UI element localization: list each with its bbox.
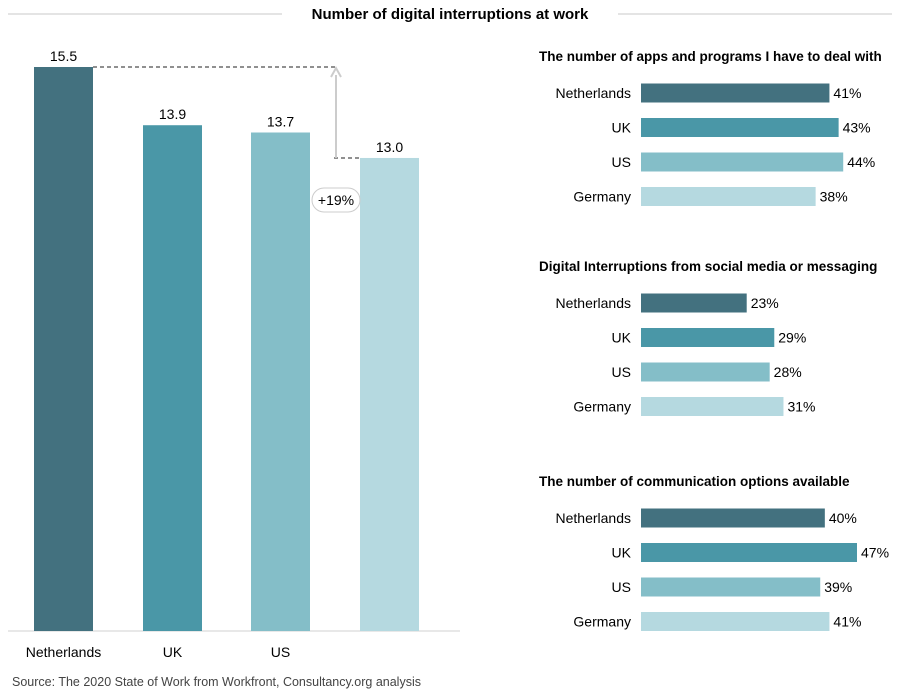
hbar-netherlands <box>641 508 825 528</box>
bar-netherlands <box>34 67 93 631</box>
panel-category-label: Netherlands <box>556 85 632 101</box>
hbar-us <box>641 577 821 597</box>
difference-badge <box>311 187 361 213</box>
panel-category-label: Germany <box>573 189 631 205</box>
difference-arrow-head <box>330 65 342 78</box>
panel-category-label: US <box>612 154 631 170</box>
hbar-netherlands <box>641 83 830 103</box>
panel-category-label: UK <box>612 330 632 346</box>
panel-title: Digital Interruptions from social media … <box>539 259 877 274</box>
bar-value-label: 13.9 <box>159 106 186 122</box>
panel-1: The number of apps and programs I have t… <box>539 49 882 206</box>
axis-category-label: US <box>271 644 290 660</box>
panel-title: The number of communication options avai… <box>539 474 850 489</box>
hbar-germany <box>641 397 784 416</box>
bar-value-label: 15.5 <box>50 48 77 64</box>
panel-category-label: Germany <box>573 614 631 630</box>
hbar-uk <box>641 328 775 347</box>
axis-category-label: UK <box>163 644 183 660</box>
panel-category-label: US <box>612 579 631 595</box>
difference-label: +19% <box>318 192 354 208</box>
hbar-netherlands <box>641 293 747 313</box>
hbar-value-label: 40% <box>829 510 857 526</box>
bar-value-label: 13.7 <box>267 113 294 129</box>
source-note: Source: The 2020 State of Work from Work… <box>12 675 421 689</box>
hbar-us <box>641 362 770 382</box>
hbar-value-label: 41% <box>833 614 861 630</box>
hbar-value-label: 38% <box>820 189 848 205</box>
axis-category-label: Netherlands <box>26 644 102 660</box>
panel-category-label: UK <box>612 545 632 561</box>
hbar-value-label: 39% <box>824 579 852 595</box>
hbar-value-label: 44% <box>847 154 875 170</box>
hbar-value-label: 41% <box>833 85 861 101</box>
hbar-germany <box>641 612 830 631</box>
panel-category-label: Netherlands <box>556 295 632 311</box>
panel-3: The number of communication options avai… <box>539 474 889 631</box>
hbar-value-label: 28% <box>774 364 802 380</box>
main-title: Number of digital interruptions at work <box>312 6 589 23</box>
hbar-value-label: 29% <box>778 330 806 346</box>
main-bar-chart: 15.5 Netherlands 13.9 UK 13.7 US 13.0 +19% <box>8 48 460 660</box>
panel-category-label: Germany <box>573 399 631 415</box>
hbar-germany <box>641 187 816 206</box>
panel-title: The number of apps and programs I have t… <box>539 49 882 64</box>
panel-category-label: US <box>612 364 631 380</box>
hbar-value-label: 47% <box>861 545 889 561</box>
bar-germany <box>360 157 419 631</box>
bar-us <box>251 132 310 632</box>
panel-category-label: Netherlands <box>556 510 632 526</box>
panel-category-label: UK <box>612 120 632 136</box>
hbar-value-label: 31% <box>787 399 815 415</box>
hbar-uk <box>641 118 839 137</box>
hbar-value-label: 23% <box>751 295 779 311</box>
bar-value-label: 13.0 <box>376 139 403 155</box>
side-panels: The number of apps and programs I have t… <box>539 49 889 631</box>
hbar-uk <box>641 543 857 562</box>
panel-2: Digital Interruptions from social media … <box>539 259 877 416</box>
hbar-us <box>641 152 844 172</box>
hbar-value-label: 43% <box>843 120 871 136</box>
bar-uk <box>143 125 202 631</box>
